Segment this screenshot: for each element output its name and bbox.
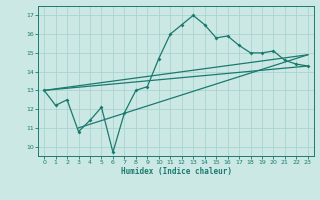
X-axis label: Humidex (Indice chaleur): Humidex (Indice chaleur) (121, 167, 231, 176)
